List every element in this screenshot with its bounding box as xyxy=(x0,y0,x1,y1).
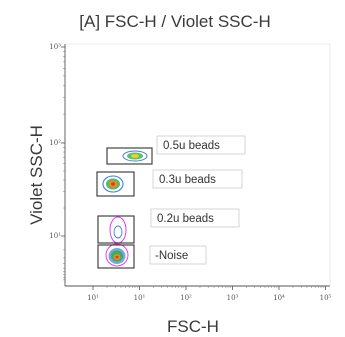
contour-02-outer xyxy=(109,216,127,244)
gate-label-03u: 0.3u beads xyxy=(159,174,216,186)
contour-03-core xyxy=(111,182,115,186)
y-axis-title: Violet SSC-H xyxy=(27,125,46,225)
gate-label-05u: 0.5u beads xyxy=(163,140,220,152)
x-tick-label: 10² xyxy=(180,294,192,302)
contour-03-outer xyxy=(102,175,124,193)
y-tick-label: 10¹ xyxy=(49,232,61,240)
gate-noise[interactable] xyxy=(97,244,135,269)
gate-label-noise: -Noise xyxy=(155,250,188,262)
contour-02-inner xyxy=(113,225,123,239)
chart-title: [A] FSC-H / Violet SSC-H xyxy=(79,12,270,31)
density-contours xyxy=(102,150,148,267)
contour-noise-core xyxy=(115,255,119,259)
contour-05-core xyxy=(131,154,139,158)
gate-label-box-02u xyxy=(150,208,240,228)
x-tick-label: 10¹ xyxy=(134,294,146,302)
x-tick-label: 10⁵ xyxy=(320,294,332,302)
x-tick-label: 10⁴ xyxy=(273,294,285,302)
y-tick-label: 10² xyxy=(49,139,61,147)
x-tick-label: 10¹ xyxy=(87,294,99,302)
gate-03u-beads[interactable] xyxy=(96,171,135,197)
x-axis-title: FSC-H xyxy=(167,317,219,336)
gate-label-02u: 0.2u beads xyxy=(157,213,214,225)
y-tick-labels: 10³ 10² 10¹ xyxy=(49,43,65,240)
x-tick-label: 10³ xyxy=(227,294,239,302)
gate-label-box-03u xyxy=(152,169,243,189)
x-tick-labels: 10¹ 10¹ 10² 10³ 10⁴ 10⁵ xyxy=(87,286,332,302)
gate-label-box-05u xyxy=(156,135,246,155)
contour-05-outer xyxy=(122,150,148,162)
gate-label-box-noise xyxy=(149,245,207,265)
minor-ticks xyxy=(63,51,324,288)
contour-noise-outer xyxy=(105,243,129,267)
y-tick-label: 10³ xyxy=(49,43,61,51)
gate-02u-beads[interactable] xyxy=(97,215,135,244)
gate-05u-beads[interactable] xyxy=(106,147,153,165)
